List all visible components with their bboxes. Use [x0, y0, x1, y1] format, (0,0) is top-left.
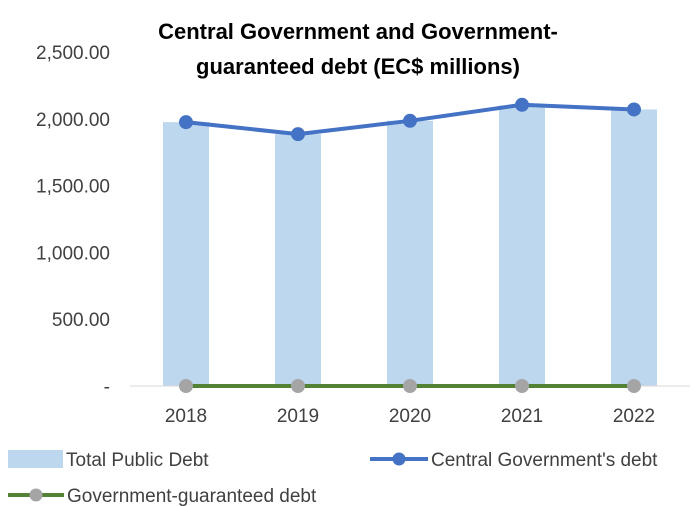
y-axis-ticks: - 500.00 1,000.00 1,500.00 2,000.00 2,500.00 — [36, 43, 110, 398]
marker-central-government-debt — [515, 97, 529, 112]
y-tick-label: 2,000.00 — [36, 110, 110, 131]
x-tick-label: 2019 — [277, 406, 319, 427]
marker-government-guaranteed-debt — [627, 379, 641, 393]
x-tick-label: 2018 — [165, 406, 207, 427]
marker-government-guaranteed-debt — [515, 379, 529, 393]
chart-title-line-2: guaranteed debt (EC$ millions) — [196, 54, 520, 79]
y-tick-label: 1,500.00 — [36, 177, 110, 198]
marker-government-guaranteed-debt — [403, 379, 417, 393]
marker-government-guaranteed-debt — [291, 379, 305, 393]
bar-total-public-debt — [163, 122, 209, 386]
y-tick-label: 2,500.00 — [36, 43, 110, 64]
chart-title-line-1: Central Government and Government- — [158, 19, 558, 44]
x-axis-ticks: 2018 2019 2020 2021 2022 — [165, 406, 655, 427]
y-tick-label: 500.00 — [52, 310, 110, 331]
marker-government-guaranteed-debt — [179, 379, 193, 393]
legend-label-total-public-debt: Total Public Debt — [66, 450, 209, 471]
y-tick-label: 1,000.00 — [36, 243, 110, 264]
x-tick-label: 2020 — [389, 406, 431, 427]
bar-total-public-debt — [275, 134, 321, 386]
bar-total-public-debt — [499, 105, 545, 386]
y-tick-label: - — [104, 377, 110, 398]
x-tick-label: 2021 — [501, 406, 543, 427]
legend-marker-government-guaranteed-debt — [29, 488, 43, 502]
legend-label-government-guaranteed-debt: Government-guaranteed debt — [67, 486, 317, 506]
marker-central-government-debt — [627, 102, 641, 117]
bar-total-public-debt — [611, 109, 657, 386]
bar-total-public-debt — [387, 120, 433, 386]
line-series — [179, 97, 641, 393]
legend: Total Public Debt Central Government's de… — [8, 450, 658, 506]
marker-central-government-debt — [403, 113, 417, 128]
x-tick-label: 2022 — [613, 406, 655, 427]
bar-series — [163, 105, 657, 386]
legend-swatch-total-public-debt — [8, 450, 63, 468]
marker-central-government-debt — [291, 127, 305, 142]
legend-marker-central-government-debt — [392, 452, 406, 466]
legend-label-central-government-debt: Central Government's debt — [431, 450, 658, 471]
chart-title: Central Government and Government- guara… — [158, 19, 558, 79]
marker-central-government-debt — [179, 115, 193, 130]
